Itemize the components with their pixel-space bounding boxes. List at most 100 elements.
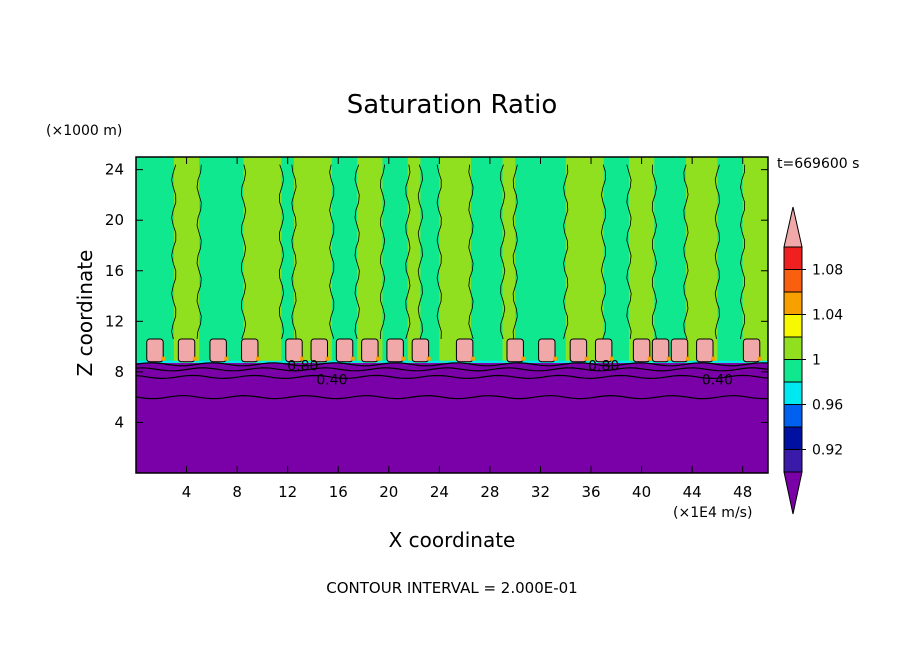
cloud-cell (506, 338, 524, 363)
contour-line (683, 164, 689, 340)
cloud-cell-edge (161, 356, 166, 361)
cloud-cell-edge (553, 356, 558, 361)
cloud-cell (455, 338, 474, 363)
field-band (717, 157, 744, 364)
field-band (742, 157, 769, 364)
colorbar-swatch (783, 291, 803, 315)
colorbar-label: 0.96 (812, 398, 843, 414)
colorbar-label: 0.92 (812, 443, 843, 459)
field-band (420, 157, 440, 364)
colorbar-swatch (783, 426, 803, 450)
field-band (281, 157, 295, 364)
time-label: t=669600 s (777, 156, 859, 172)
x-tick-label: 40 (632, 483, 651, 501)
contour-line (405, 164, 411, 340)
cloud-cell-edge (401, 356, 406, 361)
contour-label: 0.80 (287, 359, 318, 375)
x-tick-label: 20 (379, 483, 398, 501)
y-tick-label: 24 (105, 161, 124, 179)
contour-line (171, 164, 177, 340)
contour-line (135, 367, 769, 372)
contour-label: 0.40 (316, 372, 347, 388)
cloud-cell-edge (609, 356, 614, 361)
colorbar-swatch (783, 246, 803, 270)
contour-line (135, 362, 769, 367)
cloud-cell (177, 338, 196, 363)
y-tick-label: 20 (105, 211, 124, 229)
cloud-cell-edge (255, 356, 260, 361)
colorbar-bottom-arrow (783, 471, 803, 515)
cloud-cell-edge (757, 356, 762, 361)
field-band (173, 157, 200, 364)
y-tick-label: 8 (114, 363, 124, 381)
colorbar-top-arrow (783, 206, 803, 248)
colorbar-label: 1 (812, 353, 821, 369)
cloud-cell-edge (350, 356, 355, 361)
cloud-cell-edge (224, 356, 229, 361)
cloud-cell (310, 338, 328, 363)
cloud-cell-edge (470, 356, 475, 361)
cloud-cell-edge (426, 356, 431, 361)
field-band (439, 157, 472, 364)
x-tick-label: 4 (182, 483, 192, 501)
cloud-cell (670, 338, 689, 363)
colorbar-swatch (783, 269, 803, 293)
cloud-cell (594, 338, 613, 363)
y-tick-label: 16 (105, 262, 124, 280)
cloud-cell-edge (666, 356, 671, 361)
cloud-cell (569, 338, 588, 363)
colorbar-swatch (783, 404, 803, 428)
cloud-cell (742, 338, 761, 363)
contour-line (278, 164, 285, 340)
colorbar-label: 1.08 (812, 263, 843, 279)
cloud-cell-edge (711, 356, 716, 361)
x-tick-label: 28 (480, 483, 499, 501)
colorbar-label: 1.04 (812, 308, 843, 324)
cloud-cell (538, 338, 556, 363)
contour-line (436, 164, 442, 340)
cloud-cell (361, 338, 379, 363)
contour-label: 0.80 (588, 359, 619, 375)
x-tick-label: 24 (430, 483, 449, 501)
field-band (502, 157, 516, 364)
x-tick-label: 16 (329, 483, 348, 501)
x-axis-label: X coordinate (389, 528, 516, 552)
field-band (628, 157, 655, 364)
y-tick-label: 12 (105, 312, 124, 330)
field-band (331, 157, 358, 364)
contour-line (417, 164, 423, 340)
cloud-cell-edge (521, 356, 526, 361)
cloud-cell-edge (300, 356, 305, 361)
x-tick-label: 12 (278, 483, 297, 501)
dry-layer (136, 363, 768, 473)
x-tick-label: 48 (733, 483, 752, 501)
contour-line (626, 164, 632, 340)
field-band (470, 157, 504, 364)
field-band (565, 157, 605, 364)
field-band (654, 157, 687, 364)
cloud-cell (411, 338, 430, 363)
contour-line (468, 164, 474, 340)
x-tick-label: 32 (531, 483, 550, 501)
colorbar-swatch (783, 359, 803, 383)
field-band (603, 157, 630, 364)
contour-line (740, 164, 746, 340)
contour-line (651, 164, 657, 340)
contour-label: 0.40 (702, 372, 733, 388)
cloud-cell-edge (647, 356, 652, 361)
field-band (407, 157, 421, 364)
colorbar-swatch (783, 314, 803, 338)
colorbar-swatch (783, 449, 803, 473)
contour-line (380, 164, 386, 340)
x-tick-label: 8 (232, 483, 242, 501)
cloud-cell-edge (325, 356, 330, 361)
contour-line (196, 164, 202, 340)
x-tick-label: 44 (683, 483, 702, 501)
field-band (136, 157, 175, 364)
contour-line (135, 374, 769, 380)
chart-title: Saturation Ratio (347, 90, 558, 120)
field-band (294, 157, 333, 364)
field-band (685, 157, 718, 364)
cloud-cell-edge (584, 356, 589, 361)
